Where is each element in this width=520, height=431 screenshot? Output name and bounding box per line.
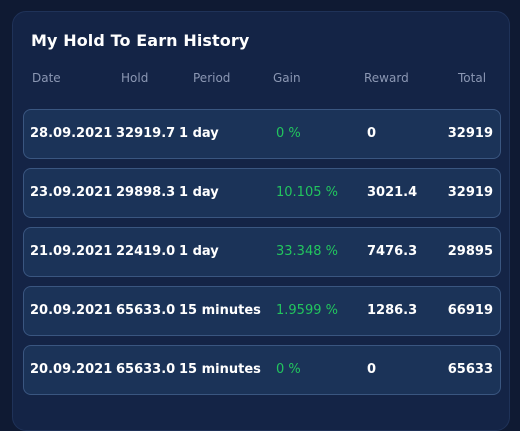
row-hold: 29898.3 — [116, 185, 176, 200]
row-reward: 7476.3 — [367, 244, 418, 259]
row-date: 23.09.2021 — [30, 185, 113, 200]
column-header-hold: Hold — [121, 71, 149, 85]
row-total: 32919 — [447, 126, 493, 141]
row-hold: 32919.7 — [116, 126, 176, 141]
row-date: 20.09.2021 — [30, 303, 113, 318]
history-rows: 28.09.2021 32919.7 1 day 0 % 0 32919 23.… — [23, 109, 501, 404]
table-header: Date Hold Period Gain Reward Total — [13, 71, 509, 87]
row-period: 15 minutes — [179, 303, 261, 318]
row-gain: 0 % — [276, 126, 301, 141]
row-gain: 33.348 % — [276, 244, 338, 259]
row-period: 1 day — [179, 126, 219, 141]
row-total: 65633 — [447, 362, 493, 377]
row-total: 32919 — [447, 185, 493, 200]
panel-title: My Hold To Earn History — [31, 31, 250, 50]
row-reward: 0 — [367, 126, 377, 141]
row-hold: 65633.0 — [116, 362, 176, 377]
row-hold: 65633.0 — [116, 303, 176, 318]
column-header-reward: Reward — [364, 71, 409, 85]
row-total: 29895 — [447, 244, 493, 259]
row-date: 28.09.2021 — [30, 126, 113, 141]
column-header-total: Total — [458, 71, 487, 85]
row-period: 1 day — [179, 244, 219, 259]
hold-history-panel: My Hold To Earn History Date Hold Period… — [12, 11, 510, 431]
row-gain: 10.105 % — [276, 185, 338, 200]
column-header-date: Date — [32, 71, 61, 85]
row-period: 15 minutes — [179, 362, 261, 377]
table-row[interactable]: 21.09.2021 22419.0 1 day 33.348 % 7476.3… — [23, 227, 501, 277]
row-gain: 1.9599 % — [276, 303, 338, 318]
column-header-gain: Gain — [273, 71, 301, 85]
table-row[interactable]: 23.09.2021 29898.3 1 day 10.105 % 3021.4… — [23, 168, 501, 218]
row-gain: 0 % — [276, 362, 301, 377]
table-row[interactable]: 20.09.2021 65633.0 15 minutes 1.9599 % 1… — [23, 286, 501, 336]
row-period: 1 day — [179, 185, 219, 200]
row-date: 21.09.2021 — [30, 244, 113, 259]
row-date: 20.09.2021 — [30, 362, 113, 377]
table-row[interactable]: 20.09.2021 65633.0 15 minutes 0 % 0 6563… — [23, 345, 501, 395]
table-row[interactable]: 28.09.2021 32919.7 1 day 0 % 0 32919 — [23, 109, 501, 159]
row-reward: 0 — [367, 362, 377, 377]
row-reward: 1286.3 — [367, 303, 418, 318]
row-total: 66919 — [447, 303, 493, 318]
column-header-period: Period — [193, 71, 231, 85]
row-hold: 22419.0 — [116, 244, 176, 259]
row-reward: 3021.4 — [367, 185, 418, 200]
